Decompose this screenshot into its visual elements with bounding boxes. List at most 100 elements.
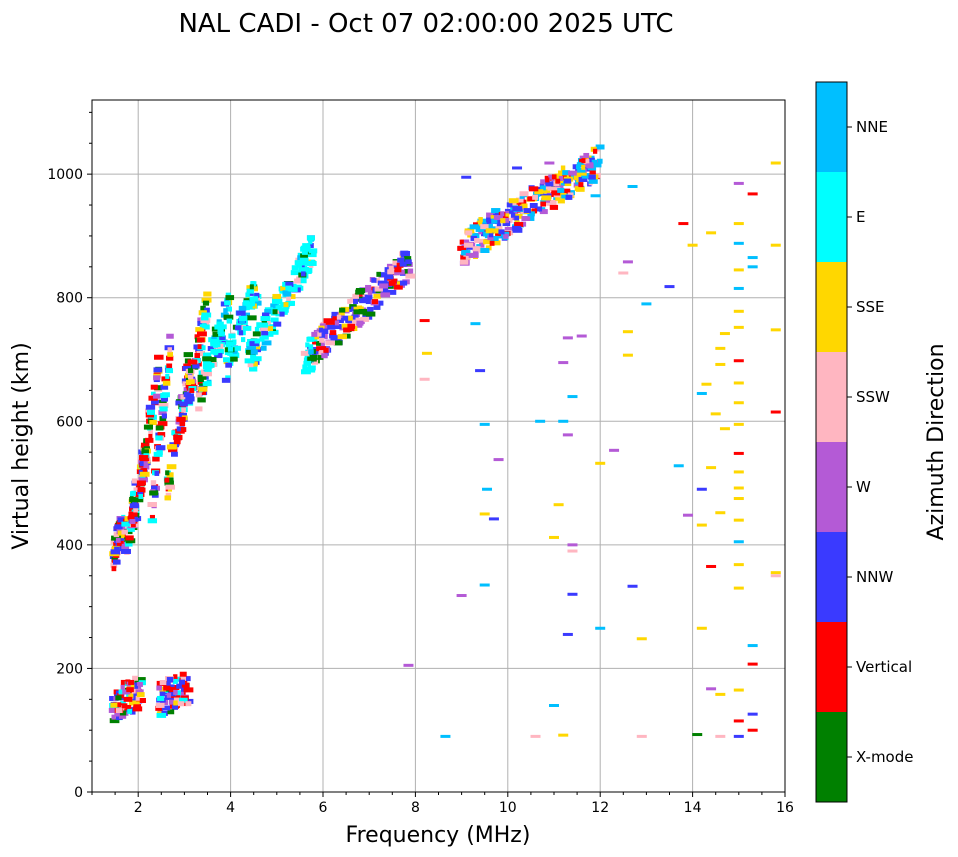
- echo-point: [715, 346, 726, 350]
- echo-trace-point: [250, 281, 257, 287]
- echo-point: [576, 172, 587, 176]
- echo-point: [747, 265, 758, 269]
- echo-trace-point: [500, 218, 506, 224]
- echo-trace-point: [137, 489, 144, 495]
- echo-trace-point: [204, 307, 210, 313]
- echo-trace-point: [308, 349, 314, 355]
- echo-point: [715, 692, 726, 696]
- echo-trace-point: [153, 375, 161, 381]
- echo-point: [567, 395, 578, 399]
- echo-trace-point: [196, 350, 205, 356]
- echo-trace-point: [519, 191, 529, 197]
- echo-trace-point: [461, 250, 471, 256]
- echo-trace-point: [307, 242, 314, 248]
- echo-trace-point: [211, 349, 219, 355]
- echo-trace-point: [212, 331, 223, 337]
- echo-trace-point: [130, 522, 136, 528]
- echo-trace-point: [534, 206, 543, 212]
- echo-point: [567, 592, 578, 596]
- echo-trace-point: [161, 705, 171, 711]
- echo-trace-point: [336, 314, 341, 320]
- echo-point: [733, 451, 744, 455]
- echo-trace-point: [232, 348, 238, 354]
- echo-trace-point: [158, 410, 167, 416]
- echo-trace-point: [180, 427, 187, 433]
- echo-trace-point: [360, 316, 370, 322]
- echo-trace-point: [387, 269, 395, 275]
- echo-trace-point: [179, 671, 187, 677]
- echo-trace-point: [554, 190, 563, 196]
- echo-trace-point: [219, 335, 226, 341]
- echo-trace-point: [192, 363, 200, 369]
- echo-trace-point: [260, 316, 271, 322]
- echo-trace-point: [153, 451, 163, 457]
- echo-trace-point: [319, 350, 325, 356]
- echo-trace-point: [533, 191, 541, 197]
- echo-trace-point: [276, 298, 283, 304]
- echo-trace-point: [236, 310, 246, 316]
- echo-trace-point: [502, 221, 511, 227]
- echo-trace-point: [578, 176, 588, 182]
- echo-trace-point: [166, 464, 177, 470]
- echo-trace-point: [159, 679, 167, 685]
- echo-trace-point: [384, 274, 394, 280]
- echo-point: [627, 584, 638, 588]
- echo-trace-point: [549, 204, 559, 210]
- echo-point: [562, 433, 573, 437]
- echo-trace-point: [587, 174, 596, 180]
- echo-trace-point: [166, 472, 174, 478]
- echo-trace-point: [497, 233, 506, 239]
- echo-trace-point: [181, 407, 186, 413]
- echo-trace-point: [558, 175, 564, 181]
- echo-trace-point: [120, 679, 129, 685]
- echo-trace-point: [504, 226, 513, 232]
- echo-trace-point: [125, 541, 133, 547]
- echo-trace-point: [311, 359, 319, 365]
- echo-trace-point: [114, 546, 120, 552]
- echo-point: [456, 594, 467, 598]
- echo-trace-point: [324, 329, 329, 334]
- echo-trace-point: [217, 328, 224, 334]
- echo-trace-point: [119, 710, 127, 716]
- echo-trace-point: [550, 187, 561, 193]
- echo-trace-point: [156, 685, 162, 691]
- echo-trace-point: [126, 687, 134, 693]
- echo-point: [678, 222, 689, 226]
- echo-trace-point: [108, 707, 118, 713]
- echo-trace-point: [301, 369, 311, 375]
- echo-trace-point: [229, 352, 239, 358]
- echo-trace-point: [307, 356, 317, 362]
- echo-trace-point: [240, 337, 246, 343]
- echo-trace-point: [302, 364, 308, 370]
- echo-trace-point: [189, 387, 195, 393]
- echo-trace-point: [149, 420, 157, 426]
- echo-trace-point: [541, 195, 552, 201]
- echo-trace-point: [486, 212, 494, 218]
- echo-trace-point: [209, 362, 215, 368]
- echo-trace-point: [352, 293, 360, 299]
- echo-trace-point: [595, 144, 605, 150]
- echo-trace-point: [152, 456, 160, 462]
- echo-point: [696, 487, 707, 491]
- echo-point: [719, 332, 730, 336]
- echo-trace-point: [254, 338, 261, 344]
- echo-point: [733, 181, 744, 185]
- echo-trace-point: [457, 245, 467, 251]
- echo-point: [482, 487, 493, 491]
- echo-point: [687, 243, 698, 247]
- echo-trace-point: [283, 291, 292, 297]
- echo-trace-point: [243, 300, 250, 306]
- echo-trace-point: [133, 701, 140, 707]
- echo-point: [609, 448, 620, 452]
- echo-point: [622, 330, 633, 334]
- echo-trace-point: [534, 189, 544, 195]
- echo-trace-point: [504, 208, 514, 214]
- echo-trace-point: [472, 246, 481, 252]
- echo-trace-point: [187, 359, 198, 365]
- echo-point: [710, 412, 721, 416]
- echo-trace-point: [187, 368, 194, 374]
- y-tick-label: 400: [56, 538, 83, 554]
- echo-point: [493, 458, 504, 462]
- echo-point: [733, 401, 744, 405]
